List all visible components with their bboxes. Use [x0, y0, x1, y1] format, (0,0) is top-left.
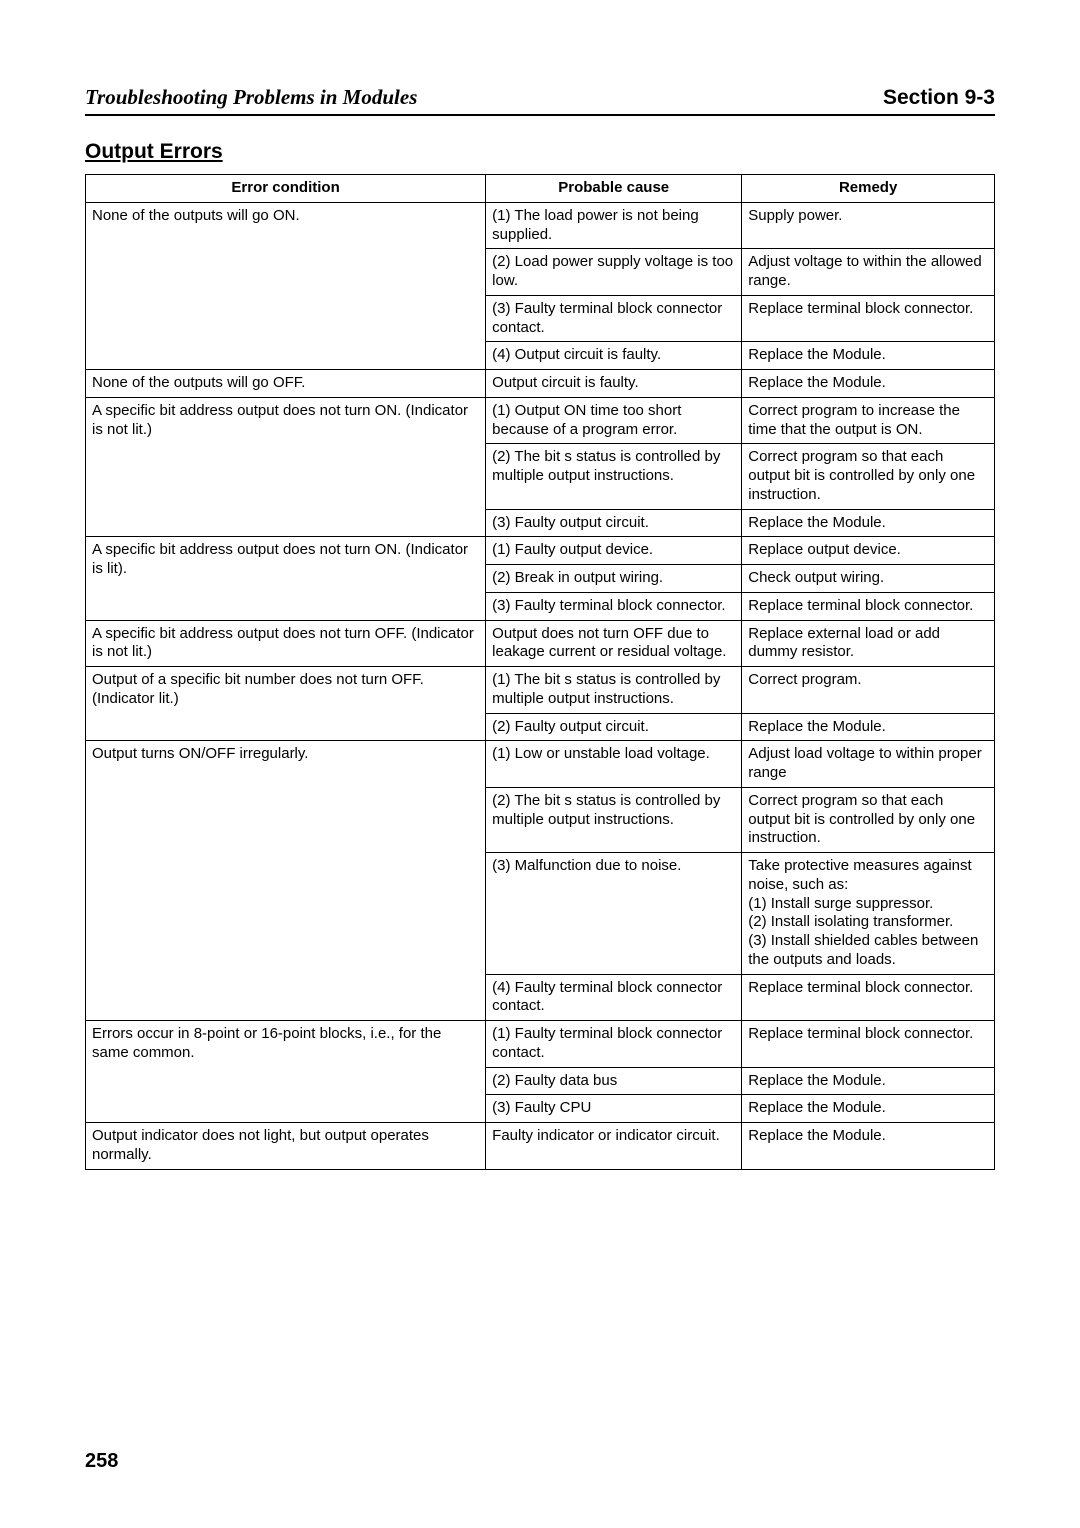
cell-remedy: Replace terminal block connector. — [742, 974, 995, 1021]
cell-remedy: Replace the Module. — [742, 342, 995, 370]
table-row: A specific bit address output does not t… — [86, 620, 995, 667]
cell-remedy: Replace the Module. — [742, 1095, 995, 1123]
cell-cause: (3) Faulty CPU — [486, 1095, 742, 1123]
cell-remedy: Replace the Module. — [742, 713, 995, 741]
cell-remedy: Replace terminal block connector. — [742, 592, 995, 620]
cell-cause: (3) Faulty terminal block connector cont… — [486, 295, 742, 342]
cell-cause: (1) Faulty terminal block connector cont… — [486, 1021, 742, 1068]
col-header-condition: Error condition — [86, 175, 486, 203]
cell-condition: A specific bit address output does not t… — [86, 537, 486, 620]
table-header-row: Error condition Probable cause Remedy — [86, 175, 995, 203]
table-body: None of the outputs will go ON.(1) The l… — [86, 202, 995, 1169]
cell-condition: Output indicator does not light, but out… — [86, 1123, 486, 1170]
cell-remedy: Adjust voltage to within the allowed ran… — [742, 249, 995, 296]
page-number: 258 — [85, 1450, 118, 1473]
table-row: Output of a specific bit number does not… — [86, 667, 995, 714]
table-row: A specific bit address output does not t… — [86, 537, 995, 565]
cell-remedy: Supply power. — [742, 202, 995, 249]
cell-remedy: Replace output device. — [742, 537, 995, 565]
col-header-remedy: Remedy — [742, 175, 995, 203]
cell-remedy: Correct program. — [742, 667, 995, 714]
cell-cause: (2) Load power supply voltage is too low… — [486, 249, 742, 296]
cell-condition: Output of a specific bit number does not… — [86, 667, 486, 741]
header-title: Troubleshooting Problems in Modules — [85, 85, 417, 110]
cell-condition: Errors occur in 8-point or 16-point bloc… — [86, 1021, 486, 1123]
cell-remedy: Take protective measures against noise, … — [742, 853, 995, 975]
section-title: Output Errors — [85, 140, 995, 164]
col-header-cause: Probable cause — [486, 175, 742, 203]
cell-cause: (2) Break in output wiring. — [486, 565, 742, 593]
cell-cause: (2) The bit s status is controlled by mu… — [486, 444, 742, 509]
table-row: None of the outputs will go OFF.Output c… — [86, 370, 995, 398]
cell-cause: (1) The bit s status is controlled by mu… — [486, 667, 742, 714]
cell-condition: None of the outputs will go ON. — [86, 202, 486, 369]
cell-remedy: Replace terminal block connector. — [742, 1021, 995, 1068]
output-errors-table: Error condition Probable cause Remedy No… — [85, 174, 995, 1170]
cell-remedy: Check output wiring. — [742, 565, 995, 593]
page: Troubleshooting Problems in Modules Sect… — [0, 0, 1080, 1528]
cell-cause: (1) Low or unstable load voltage. — [486, 741, 742, 788]
cell-cause: Faulty indicator or indicator circuit. — [486, 1123, 742, 1170]
cell-cause: (4) Faulty terminal block connector cont… — [486, 974, 742, 1021]
cell-cause: (3) Malfunction due to noise. — [486, 853, 742, 975]
cell-cause: (2) The bit s status is controlled by mu… — [486, 787, 742, 852]
cell-cause: (4) Output circuit is faulty. — [486, 342, 742, 370]
table-row: Errors occur in 8-point or 16-point bloc… — [86, 1021, 995, 1068]
cell-remedy: Correct program so that each output bit … — [742, 444, 995, 509]
table-row: A specific bit address output does not t… — [86, 397, 995, 444]
page-header: Troubleshooting Problems in Modules Sect… — [85, 85, 995, 116]
cell-cause: (3) Faulty output circuit. — [486, 509, 742, 537]
cell-condition: Output turns ON/OFF irregularly. — [86, 741, 486, 1021]
cell-condition: A specific bit address output does not t… — [86, 397, 486, 537]
cell-cause: (2) Faulty output circuit. — [486, 713, 742, 741]
cell-remedy: Replace the Module. — [742, 1067, 995, 1095]
cell-cause: (1) Output ON time too short because of … — [486, 397, 742, 444]
cell-cause: (1) Faulty output device. — [486, 537, 742, 565]
cell-cause: (1) The load power is not being supplied… — [486, 202, 742, 249]
cell-condition: None of the outputs will go OFF. — [86, 370, 486, 398]
header-section: Section 9-3 — [883, 86, 995, 110]
table-row: Output turns ON/OFF irregularly.(1) Low … — [86, 741, 995, 788]
cell-cause: (3) Faulty terminal block connector. — [486, 592, 742, 620]
cell-remedy: Replace the Module. — [742, 370, 995, 398]
cell-remedy: Adjust load voltage to within proper ran… — [742, 741, 995, 788]
cell-remedy: Correct program so that each output bit … — [742, 787, 995, 852]
table-row: None of the outputs will go ON.(1) The l… — [86, 202, 995, 249]
cell-cause: Output does not turn OFF due to leakage … — [486, 620, 742, 667]
cell-cause: Output circuit is faulty. — [486, 370, 742, 398]
cell-remedy: Correct program to increase the time tha… — [742, 397, 995, 444]
cell-cause: (2) Faulty data bus — [486, 1067, 742, 1095]
cell-condition: A specific bit address output does not t… — [86, 620, 486, 667]
cell-remedy: Replace external load or add dummy resis… — [742, 620, 995, 667]
cell-remedy: Replace the Module. — [742, 509, 995, 537]
cell-remedy: Replace terminal block connector. — [742, 295, 995, 342]
table-row: Output indicator does not light, but out… — [86, 1123, 995, 1170]
cell-remedy: Replace the Module. — [742, 1123, 995, 1170]
